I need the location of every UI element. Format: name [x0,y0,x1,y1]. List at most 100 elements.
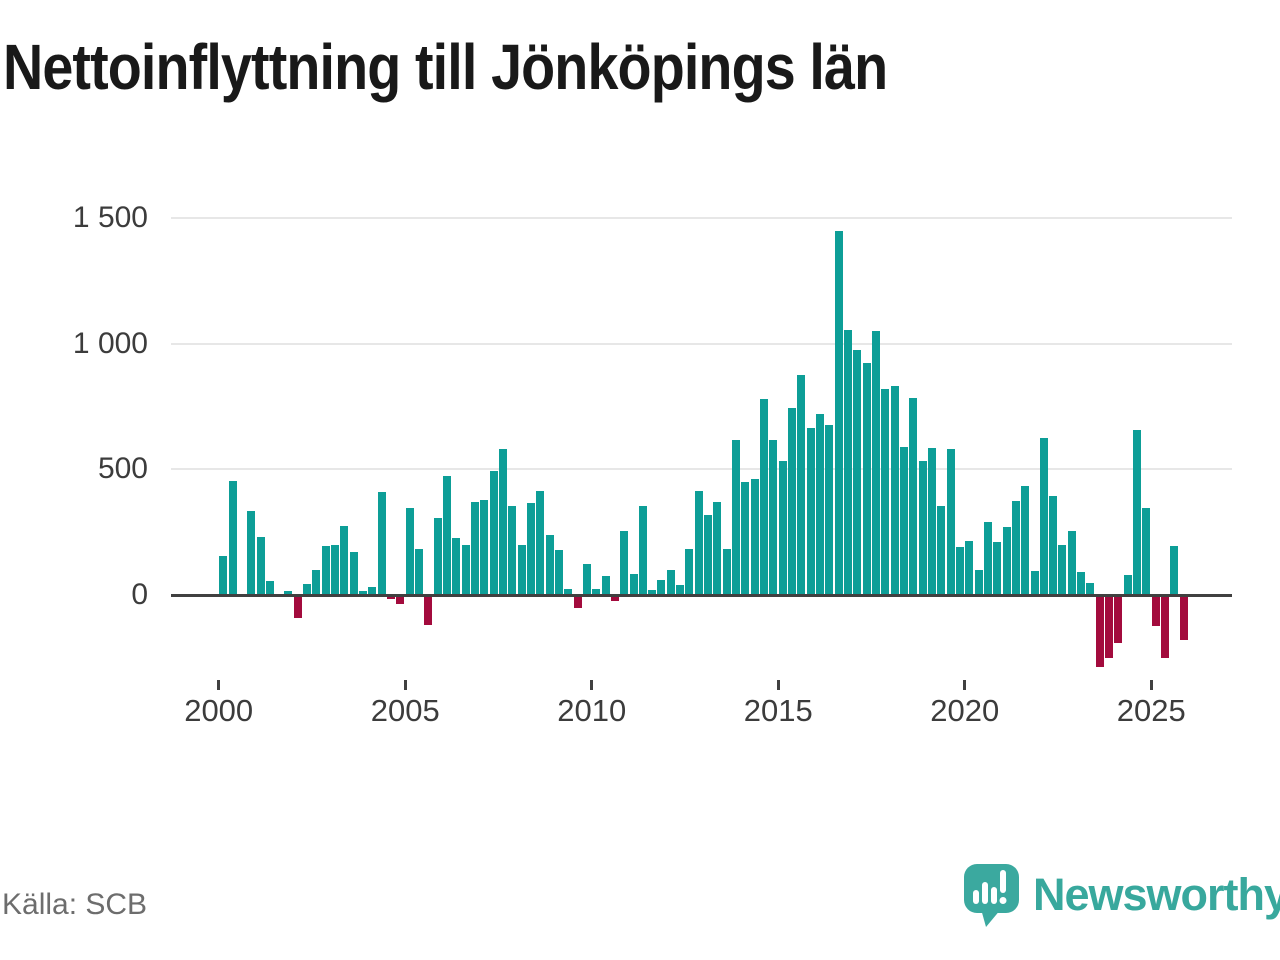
bar-2022-Q2 [1049,495,1058,595]
y-tick-label: 500 [97,452,148,486]
bar-2021-Q1 [1002,527,1011,595]
bar-2013-Q2 [713,502,722,595]
bar-2000-Q1 [219,556,228,595]
bar-2009-Q3 [573,595,582,608]
y-tick-label: 1 500 [72,201,148,235]
bar-2016-Q2 [825,425,834,595]
bar-2022-Q3 [1058,544,1067,595]
bar-2005-Q1 [405,508,414,595]
bar-2022-Q4 [1067,530,1076,595]
bar-2019-Q2 [937,505,946,595]
source-note: Källa: SCB [2,888,148,921]
bar-2000-Q2 [228,480,237,595]
bar-2025-Q4 [1179,595,1188,641]
bar-2016-Q1 [816,414,825,595]
bar-2014-Q3 [760,398,769,595]
bar-2014-Q1 [741,481,750,595]
bar-2013-Q3 [722,548,731,595]
bar-2021-Q2 [1011,500,1020,595]
bar-2011-Q4 [657,579,666,595]
bar-2008-Q2 [526,503,535,595]
bar-2025-Q1 [1151,595,1160,627]
bar-2007-Q1 [480,499,489,595]
bar-2021-Q3 [1021,485,1030,595]
bar-2003-Q3 [349,552,358,595]
newsworthy-logo: Newsworthy [963,863,1280,929]
bar-2000-Q4 [247,510,256,595]
bar-2022-Q1 [1039,437,1048,595]
bar-2002-Q4 [321,545,330,595]
y-gridline [171,342,1232,345]
bar-2005-Q3 [424,595,433,626]
bar-2004-Q4 [396,595,405,604]
bar-2017-Q3 [871,331,880,595]
bar-2003-Q4 [359,591,368,595]
bar-2015-Q1 [778,460,787,595]
bar-2016-Q3 [834,230,843,595]
y-gridline [171,468,1232,471]
bar-2001-Q1 [256,537,265,595]
bar-2013-Q1 [704,514,713,595]
bar-2004-Q1 [368,587,377,595]
bar-2006-Q1 [443,475,451,595]
y-tick-label: 0 [131,578,148,611]
bar-2024-Q1 [1114,595,1123,643]
bar-2023-Q2 [1086,583,1095,595]
bar-2020-Q2 [974,569,983,595]
bar-2008-Q4 [545,534,554,595]
x-tick-label: 2005 [370,693,440,728]
y-gridline [171,217,1232,220]
bar-2011-Q3 [648,589,657,595]
bar-2004-Q3 [387,595,396,599]
x-tick [590,680,594,690]
bar-2003-Q2 [340,525,349,595]
bar-2006-Q2 [452,538,461,595]
bar-2025-Q3 [1170,545,1179,595]
x-tick-label: 2025 [1116,693,1186,728]
bar-2024-Q3 [1133,430,1142,595]
bar-2018-Q3 [909,397,918,595]
bar-2009-Q2 [564,588,573,595]
bar-2001-Q4 [284,591,293,595]
bar-2003-Q1 [331,544,340,595]
bar-2012-Q1 [666,569,675,595]
bar-2014-Q2 [750,479,759,595]
bar-2011-Q2 [638,505,647,595]
newsworthy-wordmark: Newsworthy [1033,869,1280,920]
bar-2010-Q4 [620,530,629,595]
bar-2012-Q3 [685,548,694,595]
bar-2015-Q4 [806,427,815,595]
bar-2020-Q1 [965,540,974,595]
bar-2012-Q2 [676,584,685,595]
bar-2009-Q4 [582,563,591,595]
x-tick [776,680,780,690]
bar-2007-Q3 [498,449,507,595]
bar-2007-Q4 [508,505,517,595]
bar-2012-Q4 [694,490,703,595]
bar-2009-Q1 [554,549,563,595]
bar-2010-Q3 [610,595,619,602]
bar-2011-Q1 [629,573,638,595]
bar-2013-Q4 [732,440,741,595]
bar-2002-Q2 [303,583,312,595]
bar-2007-Q2 [489,470,498,595]
x-tick-label: 2000 [184,693,254,728]
bar-2020-Q4 [993,542,1002,595]
bar-2018-Q4 [918,460,927,595]
bar-2016-Q4 [844,329,852,595]
bar-2017-Q2 [862,362,871,595]
bar-2023-Q4 [1105,595,1114,658]
bar-2021-Q4 [1030,571,1039,595]
bar-2015-Q3 [797,375,806,595]
bar-2006-Q3 [461,544,470,595]
bar-2024-Q2 [1123,574,1132,595]
bar-2001-Q2 [265,581,274,595]
bar-2004-Q2 [377,491,386,595]
x-tick-label: 2010 [557,693,627,728]
bar-2019-Q1 [927,447,936,595]
x-tick [963,680,967,690]
bar-2002-Q1 [293,595,302,618]
chart-title: Nettoinflyttning till Jönköpings län [3,31,888,103]
bar-2023-Q1 [1077,572,1086,595]
